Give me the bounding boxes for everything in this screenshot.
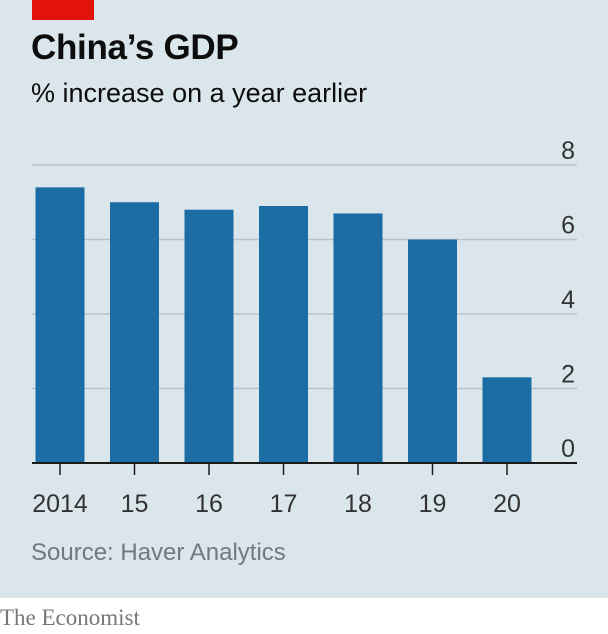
bar-2014: [35, 187, 85, 463]
brand-red-tab: [32, 0, 94, 20]
bar-18: [333, 213, 383, 463]
bars: [35, 187, 532, 463]
source-note: Source: Haver Analytics: [31, 539, 286, 566]
x-tick-label-15: 15: [121, 490, 149, 518]
y-tick-label-4: 4: [561, 286, 575, 314]
x-tick-labels: 2014 15 16 17 18 19 20: [32, 463, 521, 518]
y-tick-labels: 0 2 4 6 8: [561, 137, 575, 463]
y-tick-label-0: 0: [561, 435, 575, 463]
y-tick-label-6: 6: [561, 212, 575, 240]
bar-19: [408, 239, 457, 463]
y-tick-label-8: 8: [561, 137, 575, 165]
x-tick-label-20: 20: [493, 490, 521, 518]
x-tick-label-16: 16: [195, 490, 223, 518]
chart-title: China’s GDP: [31, 28, 239, 67]
x-tick-label-17: 17: [270, 490, 298, 518]
bar-20: [482, 377, 532, 463]
bar-17: [259, 205, 308, 463]
y-tick-label-2: 2: [561, 361, 575, 389]
publisher-logo: The Economist: [0, 605, 140, 630]
bar-chart: 0 2 4 6 8 2014 15 16 17 18 19 20: [32, 137, 577, 518]
x-tick-label-19: 19: [419, 490, 447, 518]
bar-15: [110, 202, 159, 463]
bar-16: [184, 209, 234, 463]
chart-subtitle: % increase on a year earlier: [31, 78, 368, 108]
x-tick-label-18: 18: [344, 490, 372, 518]
x-tick-label-2014: 2014: [32, 490, 88, 518]
